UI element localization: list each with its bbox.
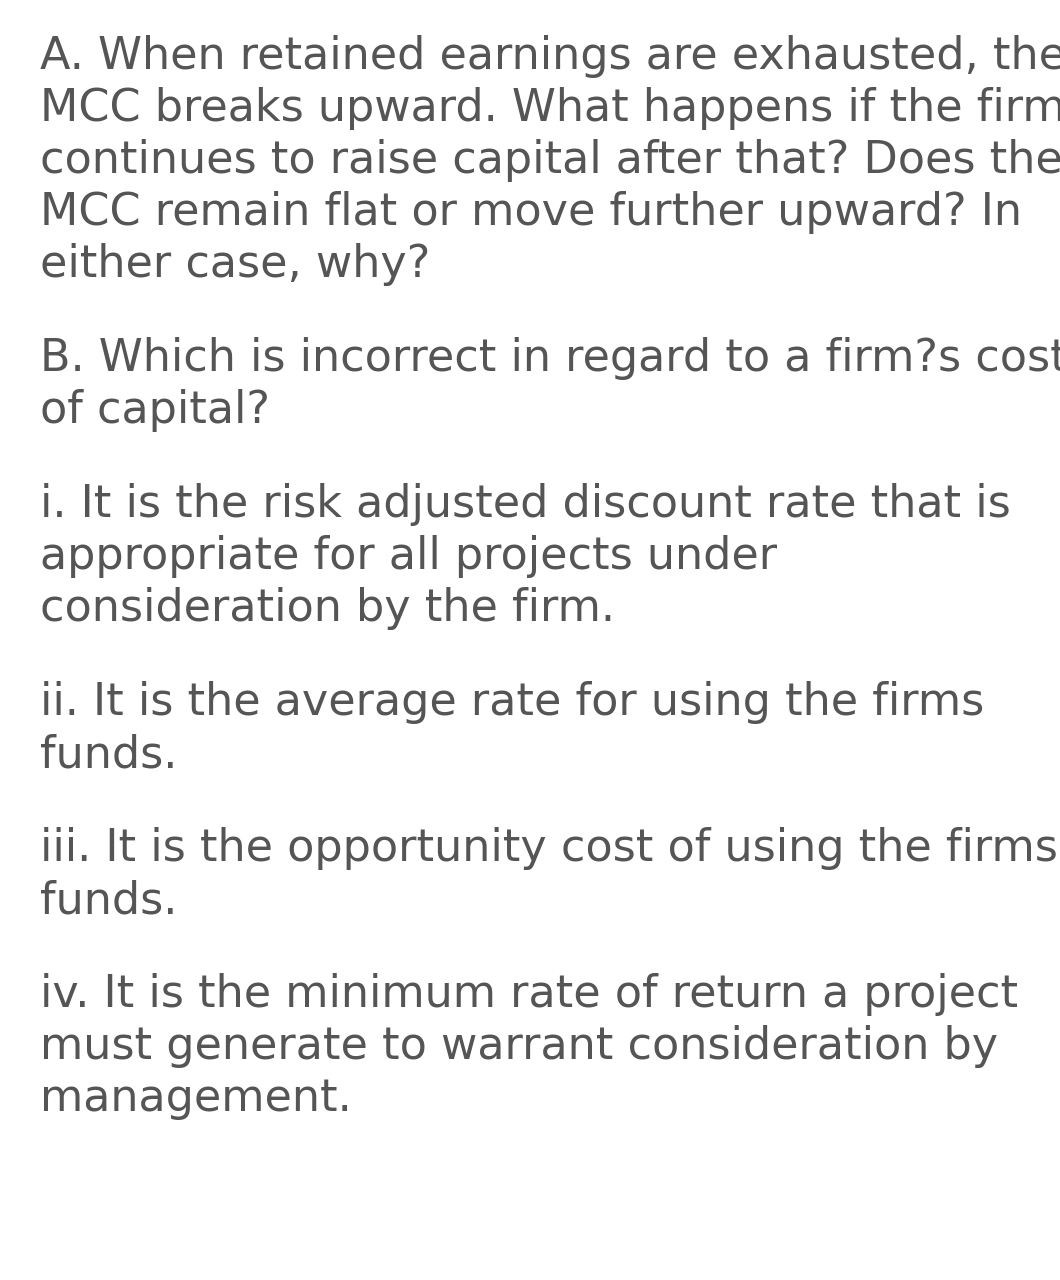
Text: B. Which is incorrect in regard to a firm?s cost: B. Which is incorrect in regard to a fir… <box>40 337 1060 380</box>
Text: management.: management. <box>40 1076 352 1120</box>
Text: A. When retained earnings are exhausted, the: A. When retained earnings are exhausted,… <box>40 35 1060 78</box>
Text: MCC remain flat or move further upward? In: MCC remain flat or move further upward? … <box>40 191 1022 234</box>
Text: either case, why?: either case, why? <box>40 243 430 285</box>
Text: appropriate for all projects under: appropriate for all projects under <box>40 535 777 579</box>
Text: iv. It is the minimum rate of return a project: iv. It is the minimum rate of return a p… <box>40 973 1018 1016</box>
Text: funds.: funds. <box>40 733 177 776</box>
Text: of capital?: of capital? <box>40 389 270 431</box>
Text: continues to raise capital after that? Does the: continues to raise capital after that? D… <box>40 140 1060 182</box>
Text: funds.: funds. <box>40 879 177 922</box>
Text: ii. It is the average rate for using the firms: ii. It is the average rate for using the… <box>40 681 985 724</box>
Text: iii. It is the opportunity cost of using the firms: iii. It is the opportunity cost of using… <box>40 827 1058 870</box>
Text: must generate to warrant consideration by: must generate to warrant consideration b… <box>40 1025 999 1068</box>
Text: i. It is the risk adjusted discount rate that is: i. It is the risk adjusted discount rate… <box>40 483 1011 526</box>
Text: MCC breaks upward. What happens if the firm: MCC breaks upward. What happens if the f… <box>40 87 1060 131</box>
Text: consideration by the firm.: consideration by the firm. <box>40 588 615 630</box>
